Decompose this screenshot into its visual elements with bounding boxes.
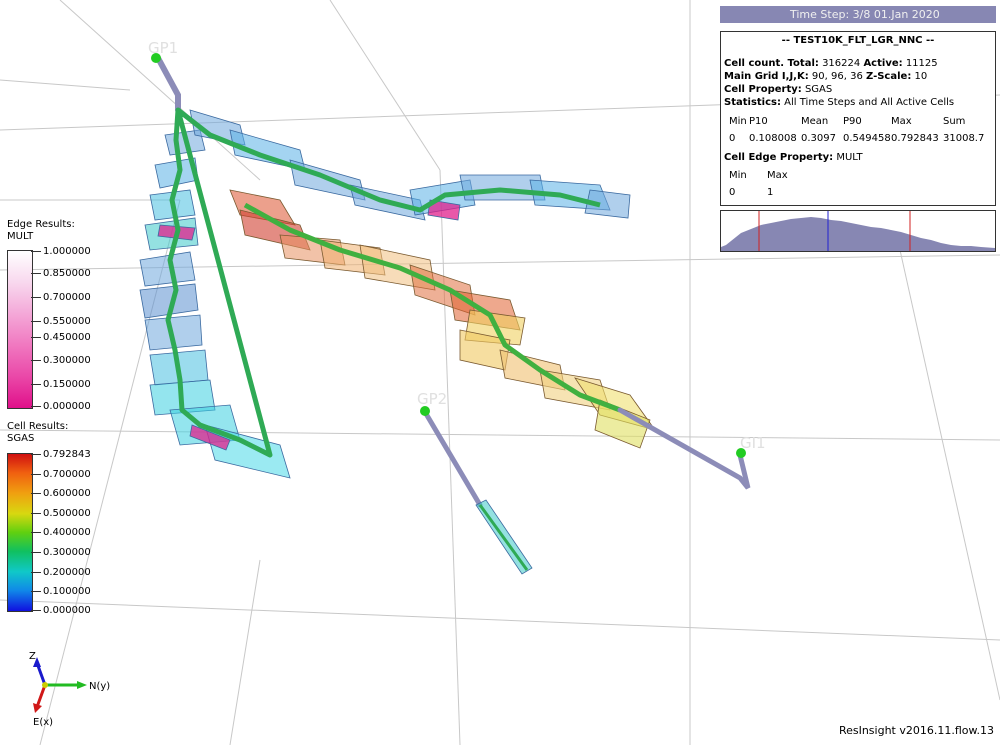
- cell-legend-label: 0.600000: [43, 488, 91, 499]
- gp2-well-head: [420, 406, 430, 416]
- gp1-well-label: GP1: [148, 39, 178, 57]
- cell-count-line: Cell count. Total: 316224 Active: 11125: [724, 58, 938, 69]
- main-grid-line: Main Grid I,J,K: 90, 96, 36 Z-Scale: 10: [724, 71, 928, 82]
- statistics-line: Statistics: All Time Steps and All Activ…: [724, 97, 955, 108]
- edge-stats-value: 1: [767, 187, 774, 198]
- cell-legend-label: 0.100000: [43, 586, 91, 597]
- stats-header: P10: [749, 116, 768, 127]
- stats-value: 0.549458: [843, 133, 891, 144]
- edge-legend-label: 0.550000: [43, 316, 91, 327]
- axis-x-label: E(x): [33, 717, 53, 728]
- cell-legend-colorbar: [7, 453, 33, 612]
- edge-legend-property: MULT: [7, 231, 34, 242]
- stats-value: 0: [729, 133, 736, 144]
- info-box: -- TEST10K_FLT_LGR_NNC -- Cell count. To…: [720, 31, 996, 206]
- edge-stats-header: Min: [729, 170, 747, 181]
- stats-header: Min: [729, 116, 747, 127]
- edge-legend-label: 0.150000: [43, 379, 91, 390]
- cell-legend-property: SGAS: [7, 433, 35, 444]
- cell-legend-label: 0.792843: [43, 449, 91, 460]
- histogram: [720, 210, 996, 252]
- cell-property-line: Cell Property: SGAS: [724, 84, 833, 95]
- cell-legend-label: 0.500000: [43, 508, 91, 519]
- stats-header: P90: [843, 116, 862, 127]
- gp1-well-head: [151, 53, 161, 63]
- version-label: ResInsight v2016.11.flow.13: [838, 724, 994, 737]
- edge-legend-title: Edge Results:: [7, 219, 75, 230]
- gp1-well-cells: [139, 109, 631, 479]
- case-title: -- TEST10K_FLT_LGR_NNC --: [781, 35, 935, 46]
- edge-legend-label: 0.850000: [43, 268, 91, 279]
- stats-header: Sum: [943, 116, 966, 127]
- axis-y-label: N(y): [89, 681, 110, 692]
- histogram-bars: [721, 217, 995, 251]
- gp1-well-pipe: [155, 55, 181, 113]
- cell-legend-title: Cell Results:: [7, 421, 69, 432]
- gp2-well-pipe: [422, 409, 483, 508]
- axis-triad: Z N(y) E(x): [29, 651, 110, 728]
- gi1-well-label: GI1: [740, 434, 766, 452]
- stats-value: 31008.7: [943, 133, 985, 144]
- stats-header: Mean: [801, 116, 829, 127]
- cell-legend-label: 0.300000: [43, 547, 91, 558]
- stats-value: 0.792843: [891, 133, 939, 144]
- edge-legend-label: 1.000000: [43, 246, 91, 257]
- time-step-banner: Time Step: 3/8 01.Jan 2020: [720, 6, 996, 23]
- edge-legend-colorbar: [7, 250, 33, 409]
- gp2-well-label: GP2: [417, 390, 447, 408]
- edge-legend-label: 0.000000: [43, 401, 91, 412]
- edge-stats-header: Max: [767, 170, 788, 181]
- axis-z-label: Z: [29, 651, 36, 662]
- edge-legend-label: 0.700000: [43, 292, 91, 303]
- gi1-well-head: [736, 448, 746, 458]
- cell-legend-label: 0.400000: [43, 527, 91, 538]
- edge-legend-label: 0.300000: [43, 355, 91, 366]
- edge-property-line: Cell Edge Property: MULT: [724, 152, 863, 163]
- edge-stats-value: 0: [729, 187, 736, 198]
- stats-header: Max: [891, 116, 912, 127]
- gi1-well-pipe: [617, 407, 751, 490]
- gp1-well-path: [165, 107, 601, 458]
- cell-legend-label: 0.200000: [43, 567, 91, 578]
- edge-legend-label: 0.450000: [43, 332, 91, 343]
- time-step-text: Time Step: 3/8 01.Jan 2020: [790, 8, 940, 21]
- gp2-well-path: [478, 504, 529, 571]
- gi1-well-path: [243, 202, 621, 413]
- cell-legend-label: 0.700000: [43, 469, 91, 480]
- stats-value: 0.3097: [801, 133, 836, 144]
- cell-legend-label: 0.000000: [43, 605, 91, 616]
- stats-value: 0.108008: [749, 133, 797, 144]
